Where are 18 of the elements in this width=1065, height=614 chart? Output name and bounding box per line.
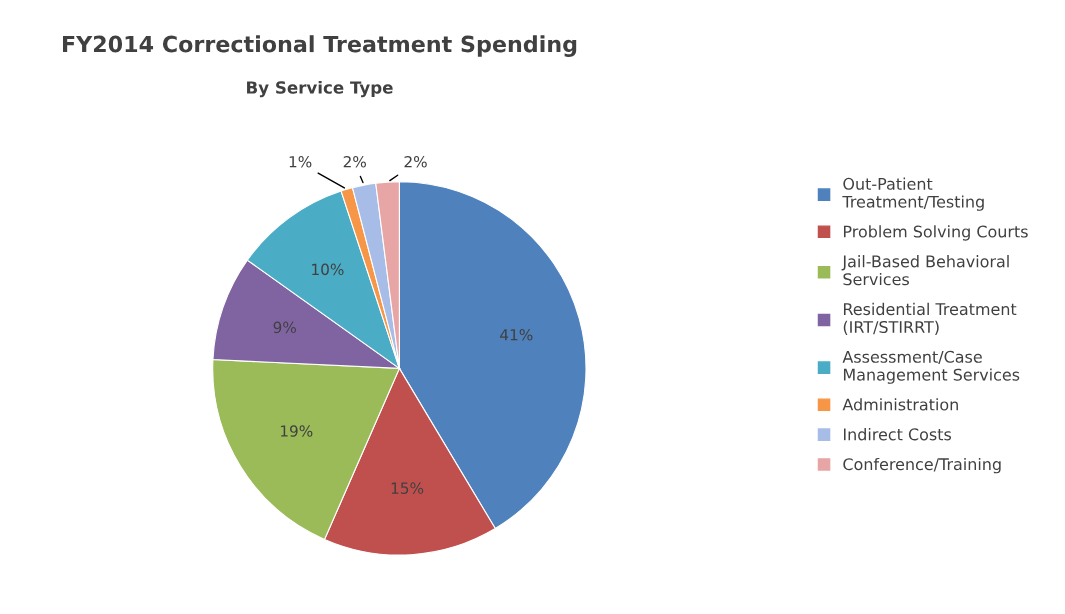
data-label: 2% <box>343 155 366 168</box>
legend-label: Indirect Costs <box>843 428 952 441</box>
legend-label: Assessment/Case Management Services <box>842 350 1020 384</box>
legend-label: Administration <box>842 398 958 411</box>
chart-subtitle: By Service Type <box>247 80 393 98</box>
legend-label: Jail-Based Behavioral Services <box>841 255 1009 286</box>
data-label: 9% <box>273 321 296 334</box>
legend-label: Residential Treatment (IRT/STIRRT) <box>843 302 1017 335</box>
legend-label: Out-Patient Treatment/Testing <box>842 177 984 211</box>
data-label: 10% <box>312 263 344 276</box>
data-label: 15% <box>391 482 424 494</box>
data-label: 2% <box>404 155 427 168</box>
data-label: 1% <box>289 155 312 168</box>
chart-title: FY2014 Correctional Treatment Spending <box>62 35 577 57</box>
legend-label: Problem Solving Courts <box>843 225 1028 241</box>
data-label: 19% <box>280 425 313 437</box>
data-label: 41% <box>500 328 533 341</box>
legend-label: Conference/Training <box>843 457 1001 474</box>
